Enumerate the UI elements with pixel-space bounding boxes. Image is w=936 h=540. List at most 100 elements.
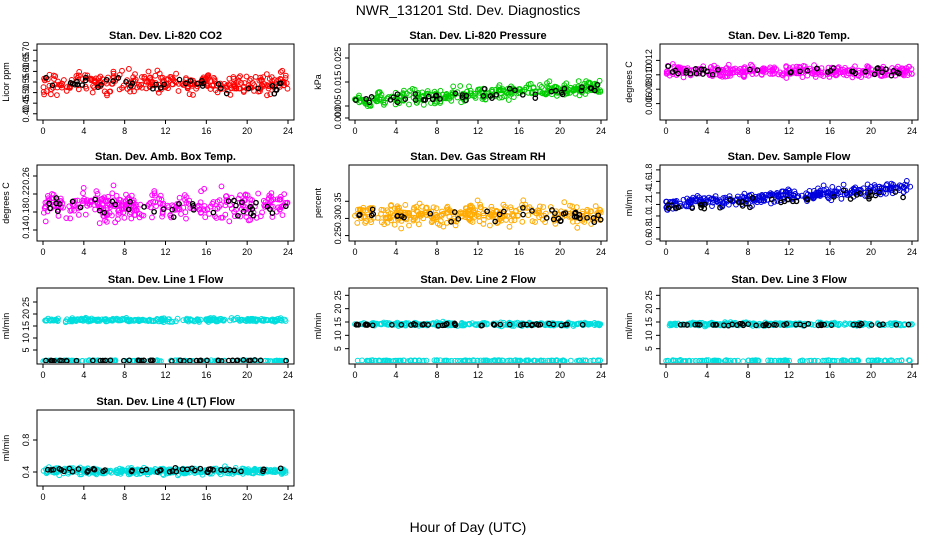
data-point	[125, 66, 132, 72]
data-point	[532, 219, 538, 225]
y-tick-label: 0.30	[333, 210, 343, 228]
data-point	[843, 190, 850, 197]
data-point	[852, 63, 858, 70]
data-point	[416, 221, 422, 228]
data-point	[271, 77, 278, 83]
data-point	[184, 317, 191, 323]
x-tick-label: 4	[81, 492, 86, 502]
data-point	[113, 467, 120, 473]
data-point	[391, 221, 398, 228]
x-tick-label: 8	[745, 370, 750, 380]
x-tick-label: 12	[160, 370, 170, 380]
data-point	[266, 192, 273, 199]
data-point	[476, 218, 483, 225]
data-point	[176, 200, 182, 207]
data-point	[711, 62, 717, 69]
data-point	[821, 321, 827, 328]
data-point	[145, 68, 152, 75]
data-point	[69, 198, 76, 205]
data-point	[574, 358, 580, 363]
data-point	[880, 321, 886, 328]
data-point	[850, 68, 857, 75]
data-point	[154, 67, 161, 74]
data-point	[218, 358, 225, 363]
y-tick-label: 20	[333, 304, 343, 314]
data-point	[799, 74, 806, 80]
data-point	[281, 191, 288, 198]
data-point	[84, 202, 91, 209]
data-point	[157, 85, 164, 91]
panel-frame	[36, 43, 295, 121]
panel-frame	[659, 287, 919, 365]
data-point	[123, 358, 130, 363]
data-point	[591, 87, 598, 94]
y-tick-label: 20	[21, 309, 31, 319]
data-point	[708, 64, 714, 70]
panel-frame	[659, 43, 919, 121]
data-point	[197, 199, 204, 206]
panel-ylabel: ml/min	[624, 190, 634, 217]
data-point	[92, 196, 99, 203]
data-point	[354, 357, 361, 363]
x-tick-label: 24	[283, 126, 293, 136]
y-tick-label: 0.35	[333, 193, 343, 211]
data-point	[56, 201, 63, 207]
data-point	[849, 74, 856, 81]
data-point	[752, 357, 759, 363]
data-point	[854, 357, 861, 363]
data-point	[169, 358, 175, 363]
data-point	[210, 467, 217, 473]
data-point	[783, 64, 790, 71]
data-point	[55, 213, 62, 219]
data-point	[67, 317, 74, 324]
data-point	[825, 189, 831, 196]
data-point	[382, 214, 389, 221]
data-point	[251, 82, 258, 88]
x-tick-label: 0	[663, 126, 668, 136]
panel-frame	[36, 409, 295, 487]
data-point	[51, 76, 57, 82]
x-tick-label: 12	[473, 247, 483, 257]
data-point	[529, 218, 536, 225]
y-tick-label: 10	[21, 333, 31, 343]
data-point	[128, 468, 135, 475]
data-point	[689, 205, 696, 211]
data-point	[41, 205, 48, 211]
data-point	[521, 204, 528, 211]
data-point	[190, 203, 197, 209]
data-point	[448, 218, 455, 225]
data-point	[528, 322, 535, 329]
points-group	[40, 463, 289, 479]
data-point	[715, 66, 721, 73]
figure-title: NWR_131201 Std. Dev. Diagnostics	[356, 2, 581, 18]
data-point	[834, 358, 841, 363]
data-point	[812, 74, 819, 80]
data-point	[694, 321, 701, 328]
data-point	[123, 191, 129, 198]
data-point	[554, 92, 560, 99]
data-point	[867, 189, 874, 195]
y-tick-label: 0.008	[644, 78, 654, 101]
data-point	[89, 89, 96, 96]
y-tick-label: 0.015	[333, 71, 343, 94]
data-point	[100, 468, 107, 475]
y-tick-label: 1.4	[644, 187, 654, 200]
data-point	[663, 198, 670, 205]
data-point	[511, 357, 518, 363]
data-point	[107, 357, 114, 363]
data-point	[577, 357, 583, 363]
data-point	[260, 466, 267, 473]
data-point	[536, 88, 543, 94]
data-point	[671, 357, 677, 363]
panel-frame	[36, 164, 295, 242]
data-point	[404, 210, 411, 216]
data-point	[562, 321, 569, 328]
x-tick-label: 20	[866, 370, 876, 380]
data-point	[783, 321, 790, 327]
x-tick-label: 8	[122, 370, 127, 380]
data-point	[835, 322, 842, 328]
data-point	[204, 469, 211, 475]
data-point	[147, 357, 154, 363]
panel-title: Stan. Dev. Amb. Box Temp.	[95, 151, 236, 163]
data-point	[218, 466, 224, 473]
